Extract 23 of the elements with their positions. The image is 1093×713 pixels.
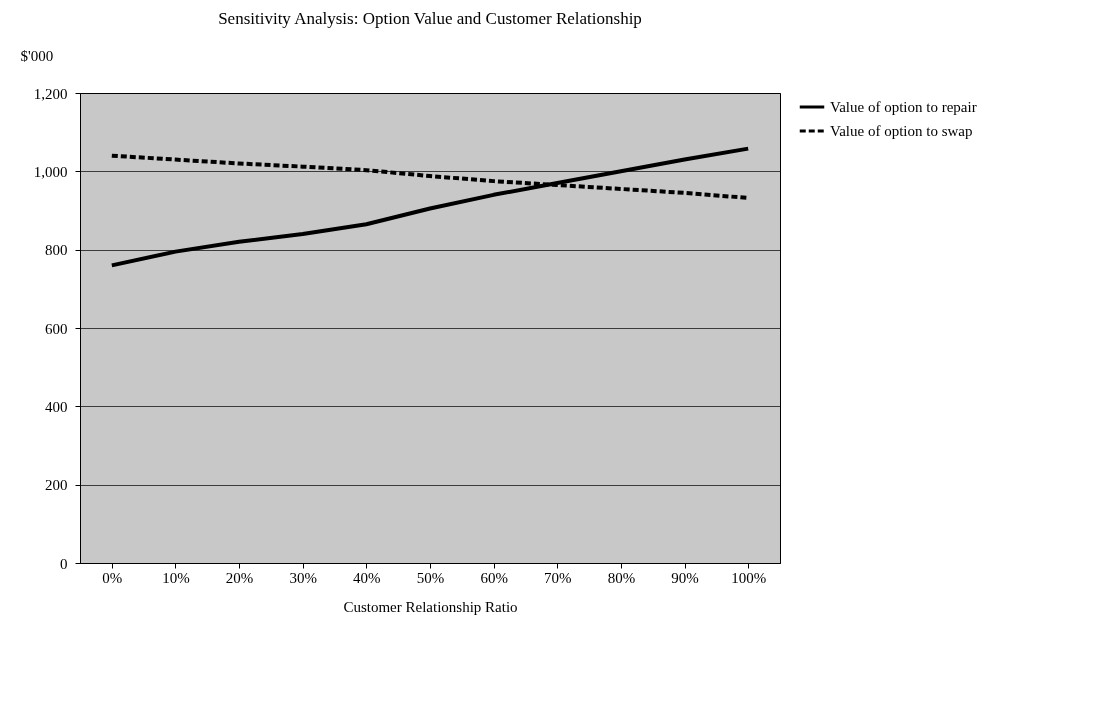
x-tick-label: 0% <box>102 569 123 586</box>
y-tick-label: 1,200 <box>33 85 68 102</box>
x-tick-label: 30% <box>289 569 317 586</box>
x-tick-label: 10% <box>162 569 190 586</box>
x-tick-label: 80% <box>607 569 636 586</box>
x-tick-label: 50% <box>416 569 445 586</box>
legend-label: Value of option to swap <box>830 123 973 139</box>
y-tick-label: 800 <box>45 242 68 259</box>
y-axis-title: $'000 <box>20 47 54 64</box>
y-tick-label: 600 <box>45 320 68 337</box>
x-tick-label: 70% <box>544 569 572 586</box>
x-tick-label: 100% <box>731 569 767 586</box>
chart-title: Sensitivity Analysis: Option Value and Customer Relationship <box>218 9 642 28</box>
legend-label: Value of option to repair <box>830 99 977 115</box>
x-tick-label: 40% <box>353 569 381 586</box>
x-tick-label: 60% <box>480 569 508 586</box>
x-axis-title: Customer Relationship Ratio <box>343 598 518 615</box>
y-tick-label: 1,000 <box>33 163 68 180</box>
x-tick-label: 90% <box>671 569 699 586</box>
x-tick-label: 20% <box>225 569 254 586</box>
y-tick-label: 0 <box>60 555 68 572</box>
y-tick-label: 400 <box>45 398 68 415</box>
y-tick-label: 200 <box>45 477 68 494</box>
